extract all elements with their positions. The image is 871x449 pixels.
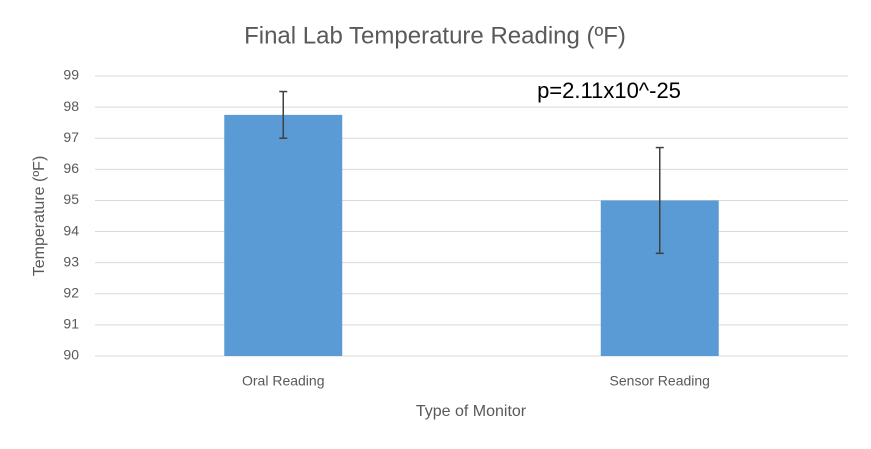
y-tick-label: 99 <box>63 67 79 83</box>
y-tick-label: 91 <box>63 316 79 332</box>
y-axis-title: Temperature (ºF) <box>31 156 48 277</box>
y-tick-label: 92 <box>63 284 79 300</box>
y-tick-label: 95 <box>63 191 79 207</box>
y-tick-label: 98 <box>63 98 79 114</box>
y-tick-label: 97 <box>63 129 79 145</box>
chart-title: Final Lab Temperature Reading (ºF) <box>244 22 626 49</box>
x-tick-label: Sensor Reading <box>610 373 710 389</box>
y-tick-label: 96 <box>63 160 79 176</box>
error-bar <box>655 146 664 255</box>
error-bar <box>279 90 288 139</box>
y-tick-label: 90 <box>63 347 79 363</box>
y-tick-label: 93 <box>63 253 79 269</box>
x-tick-label: Oral Reading <box>242 373 325 389</box>
bar <box>224 114 343 356</box>
annotation: p=2.11x10^-25 <box>537 78 681 103</box>
x-axis-title: Type of Monitor <box>416 403 527 420</box>
y-tick-label: 94 <box>63 222 79 238</box>
